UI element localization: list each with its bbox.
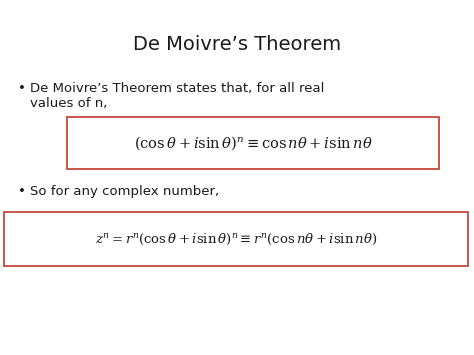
Text: De Moivre’s Theorem: De Moivre’s Theorem: [133, 35, 341, 54]
Text: De Moivre’s Theorem states that, for all real: De Moivre’s Theorem states that, for all…: [30, 82, 324, 95]
FancyBboxPatch shape: [67, 117, 439, 169]
FancyBboxPatch shape: [4, 212, 468, 266]
Text: •: •: [18, 185, 26, 198]
Text: So for any complex number,: So for any complex number,: [30, 185, 219, 198]
Text: •: •: [18, 82, 26, 95]
Text: $(\cos\theta+i\sin\theta)^n \equiv \cos n\theta+i\sin n\theta$: $(\cos\theta+i\sin\theta)^n \equiv \cos …: [134, 134, 372, 152]
Text: values of n,: values of n,: [30, 97, 108, 110]
Text: $z^n = r^n(\cos\theta+i\sin\theta)^n \equiv r^n(\cos n\theta+i\sin n\theta)$: $z^n = r^n(\cos\theta+i\sin\theta)^n \eq…: [95, 231, 377, 246]
